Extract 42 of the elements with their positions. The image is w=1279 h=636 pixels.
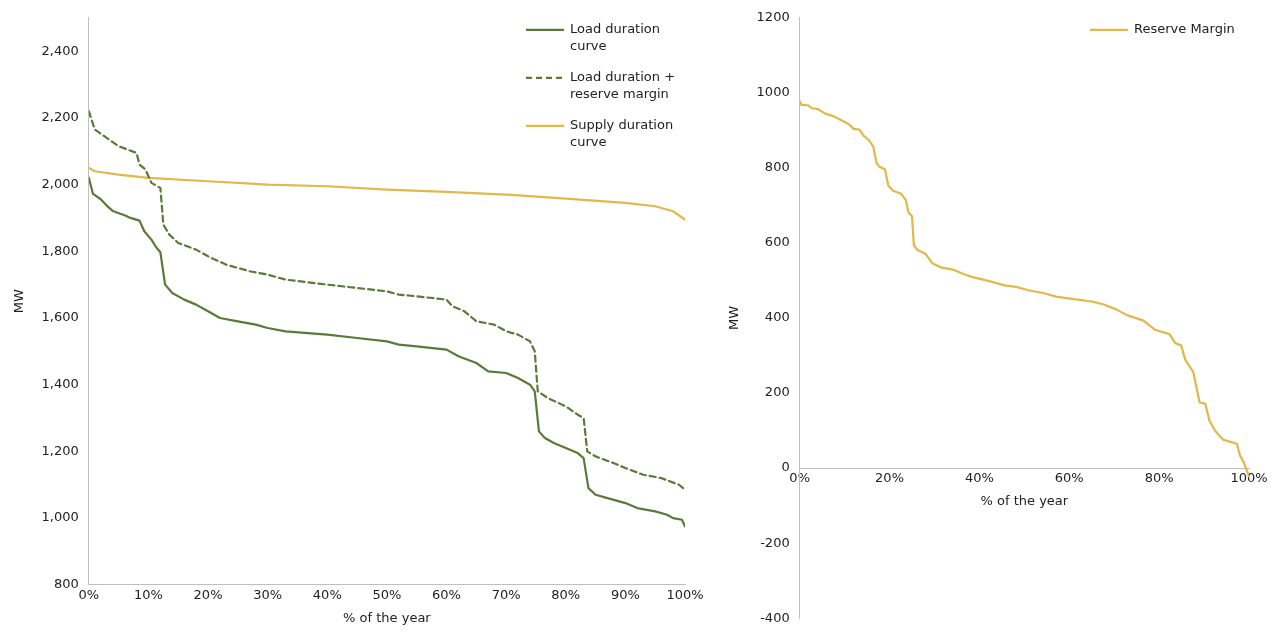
y-tick-label: 1,000 [41, 509, 79, 525]
x-tick-label: 50% [372, 586, 402, 602]
y-axis-title: MW [726, 305, 742, 331]
x-tick-label: 90% [610, 586, 640, 602]
x-tick-label: 40% [312, 586, 342, 602]
x-tick-label: 40% [964, 470, 994, 486]
y-tick-label: 2,000 [41, 175, 79, 191]
x-tick-label: 80% [551, 586, 581, 602]
y-tick-label: 1200 [756, 9, 790, 25]
x-tick-label: 100% [1230, 470, 1268, 486]
y-axis-title: MW [11, 289, 27, 314]
x-tick-label: 30% [253, 586, 283, 602]
x-axis-title: % of the year [343, 609, 432, 625]
x-tick-label: 60% [432, 586, 461, 602]
x-tick-label: 20% [193, 586, 223, 602]
x-tick-label: 0% [78, 586, 100, 602]
y-tick-label: -200 [760, 534, 790, 550]
y-tick-label: 1,400 [41, 376, 79, 392]
x-tick-label: 100% [666, 586, 704, 602]
x-tick-label: 70% [491, 586, 521, 602]
y-tick-label: -400 [760, 609, 790, 625]
y-tick-label: 0 [781, 459, 790, 475]
y-tick-label: 1,600 [41, 309, 79, 325]
y-tick-label: 200 [764, 384, 790, 400]
y-tick-label: 800 [764, 159, 790, 175]
y-tick-label: 600 [764, 234, 790, 250]
y-tick-label: 2,200 [41, 109, 79, 125]
y-tick-label: 1,200 [41, 442, 79, 458]
y-tick-label: 1000 [756, 84, 790, 100]
y-tick-label: 2,400 [41, 42, 79, 58]
y-tick-label: 800 [53, 576, 79, 592]
legend-label: Load duration curve [570, 21, 661, 54]
legend-label: Supply duration curve [570, 117, 674, 150]
x-tick-label: 80% [1144, 470, 1174, 486]
legend-label: Load duration + reserve margin [570, 69, 676, 102]
y-tick-label: 400 [764, 309, 790, 325]
x-tick-label: 10% [133, 586, 163, 602]
y-tick-label: 1,800 [41, 242, 79, 258]
x-tick-label: 60% [1054, 470, 1084, 486]
x-axis-title: % of the year [980, 492, 1069, 508]
x-tick-label: 20% [875, 470, 904, 486]
legend-label: Reserve Margin [1134, 21, 1235, 37]
